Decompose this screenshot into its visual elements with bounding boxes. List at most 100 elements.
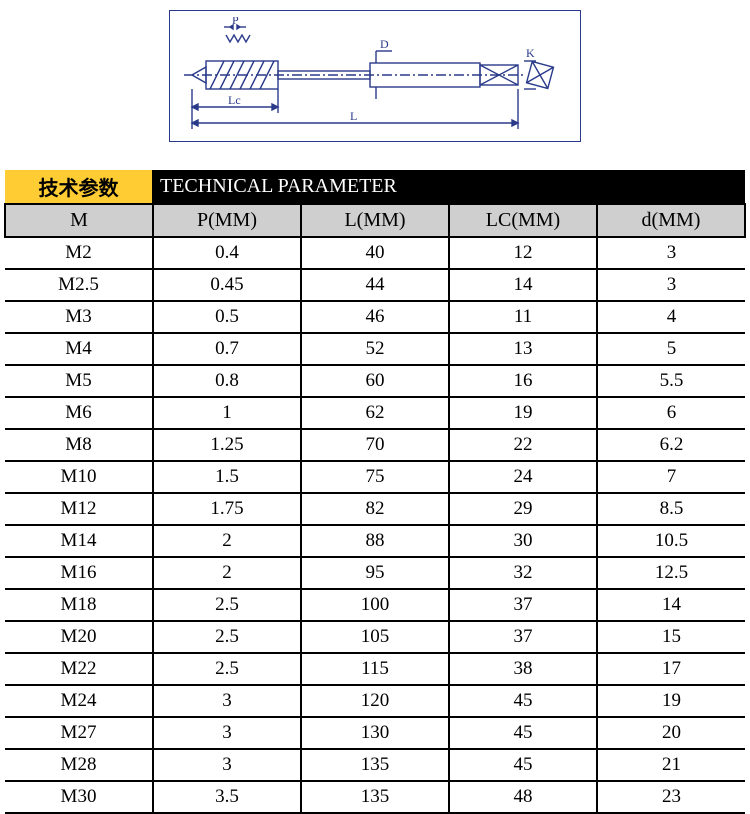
table-cell: M20 bbox=[5, 621, 153, 653]
table-cell: 0.7 bbox=[153, 333, 301, 365]
table-cell: 52 bbox=[301, 333, 449, 365]
table-cell: M14 bbox=[5, 525, 153, 557]
table-cell: 88 bbox=[301, 525, 449, 557]
table-cell: 11 bbox=[449, 301, 597, 333]
table-cell: M2.5 bbox=[5, 269, 153, 301]
table-cell: 45 bbox=[449, 685, 597, 717]
col-head-lc: LC(MM) bbox=[449, 204, 597, 237]
table-cell: 37 bbox=[449, 589, 597, 621]
table-cell: 22 bbox=[449, 429, 597, 461]
label-k: K bbox=[526, 46, 535, 60]
table-cell: 1.5 bbox=[153, 461, 301, 493]
table-row: M40.752135 bbox=[5, 333, 745, 365]
table-cell: 6 bbox=[597, 397, 745, 429]
table-cell: 130 bbox=[301, 717, 449, 749]
table-cell: 23 bbox=[597, 781, 745, 813]
table-cell: M12 bbox=[5, 493, 153, 525]
table-title-right: TECHNICAL PARAMETER bbox=[153, 170, 745, 204]
table-row: M81.2570226.2 bbox=[5, 429, 745, 461]
table-cell: 60 bbox=[301, 365, 449, 397]
parameter-table: 技术参数 TECHNICAL PARAMETER M P(MM) L(MM) L… bbox=[4, 170, 746, 814]
table-row: M162953212.5 bbox=[5, 557, 745, 589]
table-cell: 8.5 bbox=[597, 493, 745, 525]
table-cell: 0.4 bbox=[153, 237, 301, 269]
table-cell: M27 bbox=[5, 717, 153, 749]
table-row: M101.575247 bbox=[5, 461, 745, 493]
col-head-p: P(MM) bbox=[153, 204, 301, 237]
table-cell: M10 bbox=[5, 461, 153, 493]
table-cell: 46 bbox=[301, 301, 449, 333]
table-cell: 12 bbox=[449, 237, 597, 269]
table-cell: 3 bbox=[153, 685, 301, 717]
table-cell: M18 bbox=[5, 589, 153, 621]
table-cell: 82 bbox=[301, 493, 449, 525]
table-cell: 7 bbox=[597, 461, 745, 493]
table-cell: M28 bbox=[5, 749, 153, 781]
table-cell: 3 bbox=[153, 749, 301, 781]
table-cell: M24 bbox=[5, 685, 153, 717]
table-cell: 6.2 bbox=[597, 429, 745, 461]
table-cell: 32 bbox=[449, 557, 597, 589]
table-cell: 3.5 bbox=[153, 781, 301, 813]
table-row: M303.51354823 bbox=[5, 781, 745, 813]
table-cell: M16 bbox=[5, 557, 153, 589]
table-cell: 40 bbox=[301, 237, 449, 269]
table-cell: M8 bbox=[5, 429, 153, 461]
table-cell: 29 bbox=[449, 493, 597, 525]
table-row: M222.51153817 bbox=[5, 653, 745, 685]
parameter-table-container: 技术参数 TECHNICAL PARAMETER M P(MM) L(MM) L… bbox=[0, 170, 750, 814]
label-d: D bbox=[380, 37, 389, 51]
table-cell: 13 bbox=[449, 333, 597, 365]
table-cell: M3 bbox=[5, 301, 153, 333]
table-cell: 15 bbox=[597, 621, 745, 653]
table-cell: 21 bbox=[597, 749, 745, 781]
table-cell: 1.25 bbox=[153, 429, 301, 461]
table-cell: 12.5 bbox=[597, 557, 745, 589]
table-row: M2.50.4544143 bbox=[5, 269, 745, 301]
table-cell: 120 bbox=[301, 685, 449, 717]
table-cell: 62 bbox=[301, 397, 449, 429]
table-cell: 75 bbox=[301, 461, 449, 493]
tap-diagram-svg: P bbox=[180, 17, 570, 137]
table-row: M142883010.5 bbox=[5, 525, 745, 557]
table-cell: M5 bbox=[5, 365, 153, 397]
label-l: L bbox=[350, 109, 357, 123]
table-cell: 1 bbox=[153, 397, 301, 429]
table-column-header-row: M P(MM) L(MM) LC(MM) d(MM) bbox=[5, 204, 745, 237]
table-row: M2731304520 bbox=[5, 717, 745, 749]
table-cell: 70 bbox=[301, 429, 449, 461]
table-cell: 16 bbox=[449, 365, 597, 397]
label-p: P bbox=[232, 17, 239, 27]
table-cell: 5.5 bbox=[597, 365, 745, 397]
table-cell: 5 bbox=[597, 333, 745, 365]
table-row: M182.51003714 bbox=[5, 589, 745, 621]
table-cell: 100 bbox=[301, 589, 449, 621]
table-cell: 17 bbox=[597, 653, 745, 685]
table-cell: 30 bbox=[449, 525, 597, 557]
table-cell: M22 bbox=[5, 653, 153, 685]
table-cell: 14 bbox=[449, 269, 597, 301]
table-cell: 1.75 bbox=[153, 493, 301, 525]
technical-diagram-container: P bbox=[0, 0, 750, 170]
table-cell: 4 bbox=[597, 301, 745, 333]
technical-diagram-frame: P bbox=[169, 10, 581, 142]
table-row: M20.440123 bbox=[5, 237, 745, 269]
table-cell: 2 bbox=[153, 525, 301, 557]
col-head-l: L(MM) bbox=[301, 204, 449, 237]
table-cell: M6 bbox=[5, 397, 153, 429]
table-cell: 2.5 bbox=[153, 621, 301, 653]
table-cell: 20 bbox=[597, 717, 745, 749]
table-cell: 44 bbox=[301, 269, 449, 301]
table-cell: 2.5 bbox=[153, 589, 301, 621]
table-row: M50.860165.5 bbox=[5, 365, 745, 397]
table-cell: 2 bbox=[153, 557, 301, 589]
table-row: M6162196 bbox=[5, 397, 745, 429]
table-cell: 105 bbox=[301, 621, 449, 653]
table-cell: 37 bbox=[449, 621, 597, 653]
table-title-left: 技术参数 bbox=[5, 170, 153, 204]
table-row: M121.7582298.5 bbox=[5, 493, 745, 525]
table-cell: M30 bbox=[5, 781, 153, 813]
table-cell: 14 bbox=[597, 589, 745, 621]
table-cell: 135 bbox=[301, 781, 449, 813]
table-row: M30.546114 bbox=[5, 301, 745, 333]
